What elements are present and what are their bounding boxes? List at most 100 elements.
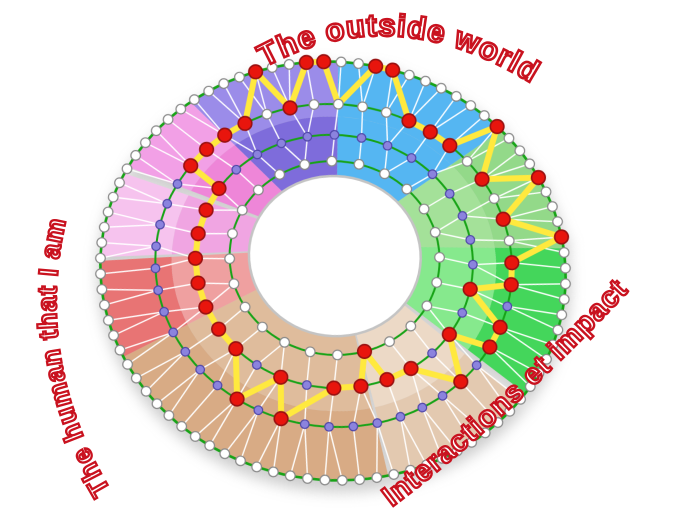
node-A-74 xyxy=(188,94,200,106)
node-A-66 xyxy=(107,191,119,203)
spoke-CD-9 xyxy=(426,305,463,314)
spoke-AB-66 xyxy=(113,196,168,205)
spoke-AB-11 xyxy=(481,150,521,180)
node-B-5 xyxy=(461,155,473,167)
node-A-56 xyxy=(114,344,126,356)
spoke-AB-40 xyxy=(328,426,343,481)
node-A-3 xyxy=(403,69,415,81)
node-A-50 xyxy=(176,421,188,432)
node-D-2 xyxy=(401,183,413,195)
node-D-11 xyxy=(332,349,343,361)
node-B-41-journey-stop xyxy=(237,115,253,131)
node-D-14 xyxy=(256,321,268,333)
spoke-AB-60 xyxy=(101,288,159,291)
node-A-57 xyxy=(108,330,119,341)
node-B-20 xyxy=(372,418,383,428)
spoke-AB-9 xyxy=(466,126,498,162)
node-A-77 xyxy=(234,71,245,83)
node-C-9 xyxy=(457,307,468,318)
spoke-AB-64 xyxy=(104,223,161,228)
node-B-35 xyxy=(155,219,165,230)
wheel xyxy=(95,54,571,486)
spoke-AB-32 xyxy=(441,395,473,443)
wheel-hole xyxy=(247,174,422,338)
node-C-1 xyxy=(382,140,393,151)
spoke-AB-39 xyxy=(352,426,361,480)
node-A-63 xyxy=(96,237,108,249)
node-B-3-journey-stop xyxy=(422,124,438,140)
node-D-12 xyxy=(304,346,316,358)
node-A-75 xyxy=(203,85,215,97)
node-D-10-journey-stop xyxy=(356,343,373,360)
node-B-7 xyxy=(488,193,500,204)
node-D-3 xyxy=(418,203,430,215)
node-B-19 xyxy=(395,411,406,422)
node-A-23 xyxy=(552,324,564,336)
node-D-22 xyxy=(299,159,311,171)
node-C-14-journey-stop xyxy=(353,378,369,394)
spoke-AB-68 xyxy=(126,168,178,185)
node-D-17 xyxy=(224,253,236,265)
spoke-CD-11 xyxy=(410,325,433,354)
node-A-14 xyxy=(540,186,552,198)
node-C-29 xyxy=(276,138,287,149)
node-B-45 xyxy=(332,98,344,110)
spoke-AB-74 xyxy=(193,99,226,136)
node-D-9 xyxy=(384,336,395,348)
node-C-2 xyxy=(406,153,417,163)
node-B-11-journey-stop xyxy=(503,277,519,293)
node-A-82-journey-stop xyxy=(316,54,332,70)
sector-tan-dark xyxy=(123,324,389,481)
node-B-42 xyxy=(261,108,273,120)
node-A-18 xyxy=(558,247,570,258)
sector-green-light-inner xyxy=(397,164,495,248)
node-B-10-journey-stop xyxy=(504,255,520,271)
spoke-AB-43 xyxy=(289,424,306,476)
node-D-8 xyxy=(405,320,417,332)
node-B-28 xyxy=(195,364,206,375)
spoke-AB-13 xyxy=(493,176,539,200)
node-D-23 xyxy=(326,155,338,167)
node-B-44 xyxy=(308,99,320,110)
node-A-36 xyxy=(404,464,416,476)
node-A-48 xyxy=(204,440,216,451)
ring-line-D xyxy=(228,160,441,356)
node-B-43-journey-stop xyxy=(282,100,298,116)
node-B-33 xyxy=(150,263,161,274)
spoke-AB-71 xyxy=(155,130,192,167)
spoke-AB-33 xyxy=(421,407,458,452)
node-C-24-journey-stop xyxy=(190,226,206,242)
node-A-38 xyxy=(371,472,383,483)
node-C-30 xyxy=(302,131,313,142)
sector-pink-light-inner xyxy=(171,195,258,255)
node-A-65 xyxy=(102,206,114,218)
spoke-AB-30 xyxy=(460,381,499,424)
node-A-6 xyxy=(450,91,462,102)
node-A-67 xyxy=(114,177,125,189)
node-B-22 xyxy=(324,421,334,432)
node-A-46 xyxy=(235,455,246,467)
node-C-0 xyxy=(356,133,367,143)
spoke-AB-69 xyxy=(135,154,178,185)
node-D-13 xyxy=(279,336,290,348)
spoke-BC-9 xyxy=(470,239,510,242)
node-A-43 xyxy=(284,470,296,482)
spoke-AB-73 xyxy=(180,108,226,136)
node-B-29 xyxy=(180,346,191,357)
node-A-53 xyxy=(140,385,152,397)
node-A-17-journey-stop xyxy=(553,229,570,245)
node-A-76 xyxy=(218,78,230,90)
node-A-31 xyxy=(479,427,491,439)
node-D-18 xyxy=(227,228,238,240)
spoke-AB-57 xyxy=(113,311,165,337)
spoke-AB-29 xyxy=(476,364,511,412)
spoke-AB-20 xyxy=(511,283,566,286)
spoke-AB-51 xyxy=(168,369,201,416)
node-A-71 xyxy=(150,125,162,137)
node-B-12 xyxy=(502,301,513,312)
node-A-25 xyxy=(541,353,552,365)
spoke-AB-58 xyxy=(108,311,165,322)
spoke-AB-56 xyxy=(119,331,174,351)
node-C-16 xyxy=(301,380,312,390)
spoke-AB-52 xyxy=(156,369,201,405)
